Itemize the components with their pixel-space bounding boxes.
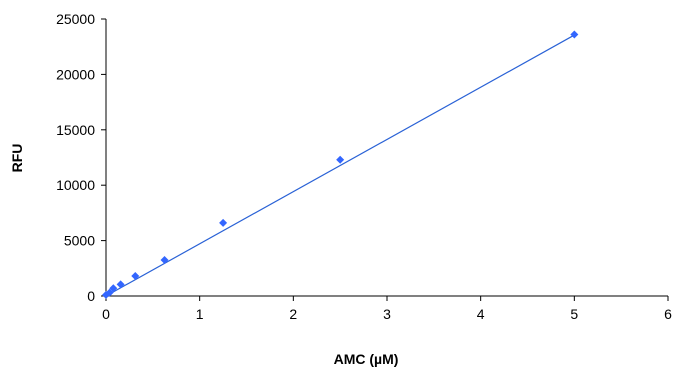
y-tick-label: 10000 [56,177,95,193]
x-tick-label: 0 [102,306,110,322]
data-point-marker [336,155,345,164]
x-tick-label: 1 [196,306,204,322]
y-axis-title: RFU [9,144,25,173]
data-point-marker [105,288,114,297]
y-tick-label: 15000 [56,122,95,138]
data-point-marker [570,30,579,39]
x-tick-label: 5 [570,306,578,322]
x-tick-label: 3 [383,306,391,322]
x-axis-title: AMC (µM) [334,351,399,367]
data-point-marker [160,255,169,264]
data-point-marker [219,218,228,227]
y-tick-label: 5000 [64,233,95,249]
x-tick-label: 4 [477,306,485,322]
x-tick-label: 2 [289,306,297,322]
data-points [102,30,579,299]
y-tick-label: 25000 [56,11,95,27]
data-point-marker [109,284,118,293]
plot-area: 0 5000 10000 15000 20000 25000 0 1 2 3 4 5 6 [56,11,672,322]
data-point-marker [116,280,125,289]
y-tick-label: 20000 [56,66,95,82]
y-axis-ticks: 0 5000 10000 15000 20000 25000 [56,11,106,304]
data-point-marker [131,272,140,281]
x-tick-label: 6 [664,306,672,322]
y-tick-label: 0 [87,288,95,304]
trendline [105,34,575,297]
x-axis-ticks: 0 1 2 3 4 5 6 [102,296,672,322]
